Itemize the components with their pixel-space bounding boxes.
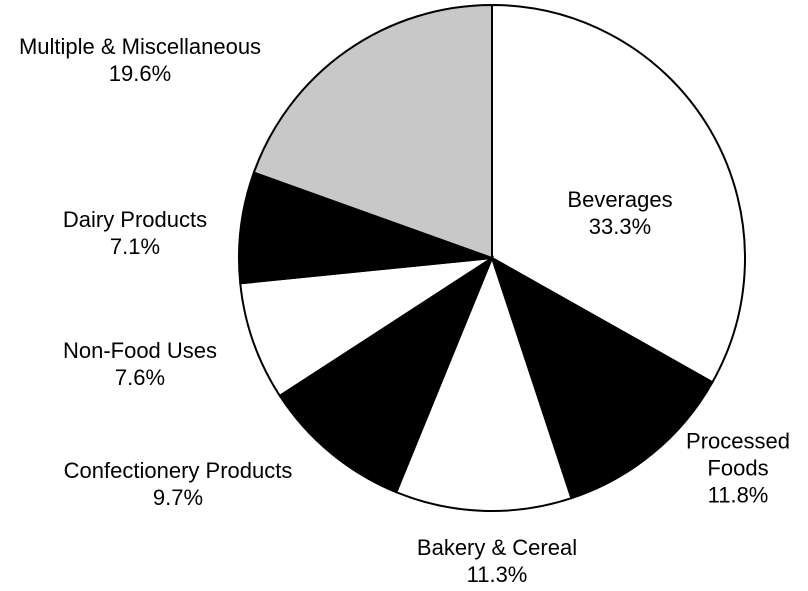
slice-label: Confectionery Products 9.7% (64, 457, 293, 511)
value-label: 33.3% (588, 214, 652, 239)
value-label: 7.1% (109, 234, 161, 259)
value-label: 7.6% (114, 365, 166, 390)
pie-slice (394, 255, 573, 512)
pie-slice (490, 255, 714, 500)
category-label: Non-Food Uses (62, 338, 218, 363)
slice-label: Non-Food Uses 7.6% (63, 337, 217, 391)
category-label: Processed Foods (686, 428, 790, 481)
slice-label: Multiple & Miscellaneous 19.6% (19, 33, 261, 87)
slice-label: Processed Foods 11.8% (668, 428, 808, 509)
pie-slice (238, 171, 493, 285)
pie-slice (252, 3, 493, 260)
category-label: Dairy Products (62, 207, 208, 232)
value-label: 19.6% (108, 61, 172, 86)
value-label: 11.8% (707, 482, 769, 508)
category-label: Multiple & Miscellaneous (18, 34, 262, 59)
slice-label: Bakery & Cereal 11.3% (417, 534, 577, 588)
value-label: 9.7% (152, 485, 204, 510)
category-label: Confectionery Products (63, 458, 293, 483)
value-label: 11.3% (466, 562, 528, 587)
category-label: Bakery & Cereal (416, 535, 578, 560)
slice-label: Beverages 33.3% (567, 186, 672, 240)
pie-slice (278, 255, 495, 494)
slice-label: Dairy Products 7.1% (63, 206, 207, 260)
pie-slice (491, 3, 746, 384)
category-label: Beverages (567, 187, 673, 212)
pie-slice (239, 257, 493, 398)
